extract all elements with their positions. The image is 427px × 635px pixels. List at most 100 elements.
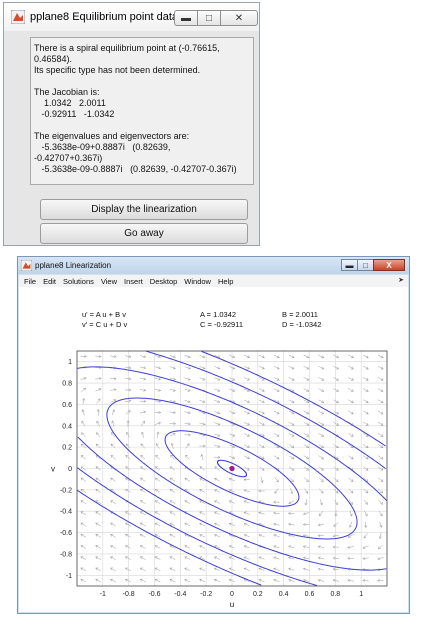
direction-field-arrow	[156, 431, 160, 438]
direction-field-arrow	[274, 488, 279, 494]
direction-field-arrow	[139, 388, 147, 392]
direction-field-arrow	[199, 377, 206, 381]
close-button[interactable]: X	[373, 259, 405, 271]
menu-solutions[interactable]: Solutions	[63, 276, 94, 286]
direction-field-arrow	[288, 433, 295, 437]
direction-field-arrow	[139, 489, 146, 493]
go-away-button[interactable]: Go away	[40, 223, 248, 244]
direction-field-arrow	[303, 455, 310, 460]
maximize-button[interactable]: □	[197, 10, 221, 26]
y-tick-label: 0.2	[62, 445, 72, 452]
direction-field-arrow	[229, 354, 236, 359]
direction-field-arrow	[110, 377, 117, 381]
direction-field-arrow	[110, 534, 116, 538]
direction-field-arrow	[140, 454, 146, 460]
direction-field-arrow	[258, 354, 265, 359]
direction-field-arrow	[303, 410, 310, 415]
direction-field-arrow	[229, 388, 236, 392]
x-tick-label: 0.2	[253, 591, 263, 598]
direction-field-arrow	[199, 545, 206, 549]
direction-field-arrow	[302, 522, 310, 527]
direction-field-arrow	[258, 399, 265, 403]
direction-field-arrow	[139, 511, 146, 516]
direction-field-arrow	[199, 500, 206, 504]
direction-field-arrow	[288, 556, 295, 560]
menu-view[interactable]: View	[100, 276, 118, 286]
direction-field-arrow	[155, 454, 161, 460]
toolbar-toggle-arrow-icon[interactable]: ➤	[398, 277, 404, 284]
direction-field-arrow	[303, 388, 310, 392]
direction-field-arrow	[304, 488, 309, 494]
menu-edit[interactable]: Edit	[43, 276, 57, 286]
direction-field-arrow	[258, 422, 265, 426]
direction-field-arrow	[244, 399, 251, 403]
x-axis-label: u	[230, 600, 234, 609]
linearization-window-titlebar[interactable]: pplane8 Linearization ▬ □ X	[18, 257, 409, 274]
menu-help[interactable]: Help	[217, 276, 234, 286]
direction-field-arrow	[140, 466, 146, 471]
direction-field-arrow	[139, 534, 146, 538]
direction-field-arrow	[124, 534, 131, 538]
direction-field-arrow	[347, 578, 354, 582]
maximize-icon: □	[363, 260, 368, 270]
direction-field-arrow	[154, 578, 161, 583]
menu-insert[interactable]: Insert	[124, 276, 143, 286]
menu-desktop[interactable]: Desktop	[149, 276, 178, 286]
menu-file[interactable]: File	[24, 276, 37, 286]
direction-field-arrow	[333, 354, 340, 359]
matlab-app-icon	[21, 260, 32, 271]
direction-field-arrow	[243, 534, 250, 538]
direction-field-arrow	[169, 377, 176, 381]
direction-field-arrow	[362, 556, 369, 560]
direction-field-arrow	[332, 534, 339, 538]
direction-field-arrow	[169, 522, 176, 527]
direction-field-arrow	[303, 399, 310, 403]
direction-field-arrow	[377, 365, 384, 370]
direction-field-arrow	[348, 410, 354, 415]
close-button[interactable]: ✕	[220, 10, 258, 26]
info-line: -5.3638e-09+0.8887i (0.82639,	[34, 142, 171, 152]
direction-field-arrow	[348, 354, 354, 359]
direction-field-arrow	[95, 567, 102, 572]
direction-field-arrow	[80, 578, 87, 583]
direction-field-arrow	[95, 466, 101, 471]
direction-field-arrow	[82, 397, 86, 405]
menu-window[interactable]: Window	[184, 276, 211, 286]
direction-field-arrow	[228, 500, 235, 504]
direction-field-arrow	[154, 556, 161, 560]
minimize-button[interactable]: ▬	[174, 10, 198, 26]
maximize-button[interactable]: □	[357, 259, 374, 271]
direction-field-arrow	[126, 420, 130, 427]
direction-field-arrow	[110, 545, 116, 549]
direction-field-arrow	[347, 534, 354, 538]
coef-d: D = -1.0342	[282, 320, 322, 329]
direction-field-arrow	[139, 377, 147, 381]
direction-field-arrow	[214, 411, 221, 415]
direction-field-arrow	[317, 567, 325, 571]
minimize-button[interactable]: ▬	[341, 259, 358, 271]
direction-field-arrow	[302, 512, 310, 516]
coef-a: A = 1.0342	[200, 310, 237, 319]
direction-field-arrow	[258, 578, 265, 582]
phase-plane-plot[interactable]: -1 -0.8 -0.6 -0.4 -0.2 0 0.2 0.4 0.6 0.8 1 1 0.8 0.6 0…	[19, 287, 410, 614]
direction-field-arrow	[170, 442, 174, 449]
direction-field-arrow	[260, 476, 264, 484]
direction-field-arrow	[110, 556, 116, 560]
linearization-window-title: pplane8 Linearization	[35, 261, 112, 270]
direction-field-arrow	[228, 489, 235, 493]
direction-field-arrow	[125, 410, 131, 415]
direction-field-arrow	[378, 488, 384, 494]
direction-field-arrow	[362, 410, 369, 415]
window-caption-buttons: ▬ □ X	[341, 259, 405, 271]
direction-field-arrow	[377, 410, 384, 415]
info-line: The Jacobian is:	[34, 87, 100, 97]
direction-field-arrow	[96, 420, 100, 427]
direction-field-arrow	[169, 556, 176, 560]
display-linearization-button[interactable]: Display the linearization	[40, 199, 248, 220]
direction-field-arrow	[288, 388, 295, 392]
direction-field-arrow	[140, 443, 145, 449]
direction-field-arrow	[80, 511, 87, 516]
equilibrium-window-titlebar[interactable]: pplane8 Equilibrium point data ▬ □ ✕	[4, 3, 259, 31]
direction-field-arrow	[378, 532, 382, 540]
direction-field-arrow	[170, 454, 175, 460]
